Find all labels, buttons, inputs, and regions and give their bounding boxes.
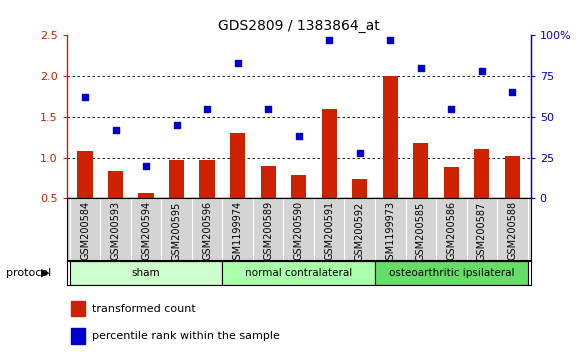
Bar (200, 160, 215, 198)
Point (508, 90, 517, 95)
Text: GSM200588: GSM200588 (508, 201, 517, 261)
Text: normal contralateral: normal contralateral (245, 268, 352, 278)
Point (263, 106, 273, 112)
Bar (260, 166, 276, 198)
Bar (291, 175, 306, 198)
Bar (321, 109, 337, 198)
Bar (505, 156, 520, 198)
Point (81, 95, 90, 100)
Bar (352, 179, 367, 198)
Text: GSM1199973: GSM1199973 (385, 201, 396, 267)
Point (142, 163, 151, 169)
Point (294, 133, 303, 139)
Bar (413, 143, 429, 198)
Text: percentile rank within the sample: percentile rank within the sample (92, 331, 280, 341)
Bar (70, 261, 222, 285)
Point (233, 60, 242, 66)
Point (325, 38, 334, 43)
Bar (230, 133, 245, 198)
Bar (444, 167, 459, 198)
Title: GDS2809 / 1383864_at: GDS2809 / 1383864_at (218, 19, 379, 33)
Text: GSM200584: GSM200584 (80, 201, 90, 261)
Text: GSM200586: GSM200586 (447, 201, 456, 261)
Text: sham: sham (132, 268, 161, 278)
Text: GSM200593: GSM200593 (111, 201, 121, 261)
Bar (71, 328, 85, 344)
Bar (383, 76, 398, 198)
Bar (474, 149, 490, 198)
Text: GSM200591: GSM200591 (324, 201, 334, 261)
Bar (375, 261, 528, 285)
Text: GSM200585: GSM200585 (416, 201, 426, 261)
Point (477, 68, 487, 74)
Text: ▶: ▶ (41, 268, 49, 278)
Bar (139, 193, 154, 198)
Point (355, 150, 364, 155)
Text: transformed count: transformed count (92, 303, 196, 314)
Point (172, 122, 181, 128)
Text: GSM200592: GSM200592 (355, 201, 365, 261)
Text: GSM200595: GSM200595 (172, 201, 182, 261)
Bar (71, 301, 85, 316)
Point (202, 106, 212, 112)
Bar (77, 151, 93, 198)
Bar (108, 171, 123, 198)
Bar (169, 160, 184, 198)
Bar (222, 261, 375, 285)
Point (416, 65, 426, 71)
Text: GSM200596: GSM200596 (202, 201, 212, 261)
Text: GSM1199974: GSM1199974 (233, 201, 242, 267)
Point (386, 38, 395, 43)
Text: GSM200594: GSM200594 (141, 201, 151, 261)
Text: protocol: protocol (6, 268, 51, 278)
Text: osteoarthritic ipsilateral: osteoarthritic ipsilateral (389, 268, 514, 278)
Text: GSM200590: GSM200590 (293, 201, 304, 261)
Point (447, 106, 456, 112)
Point (111, 127, 120, 133)
Text: GSM200589: GSM200589 (263, 201, 273, 261)
Text: GSM200587: GSM200587 (477, 201, 487, 261)
